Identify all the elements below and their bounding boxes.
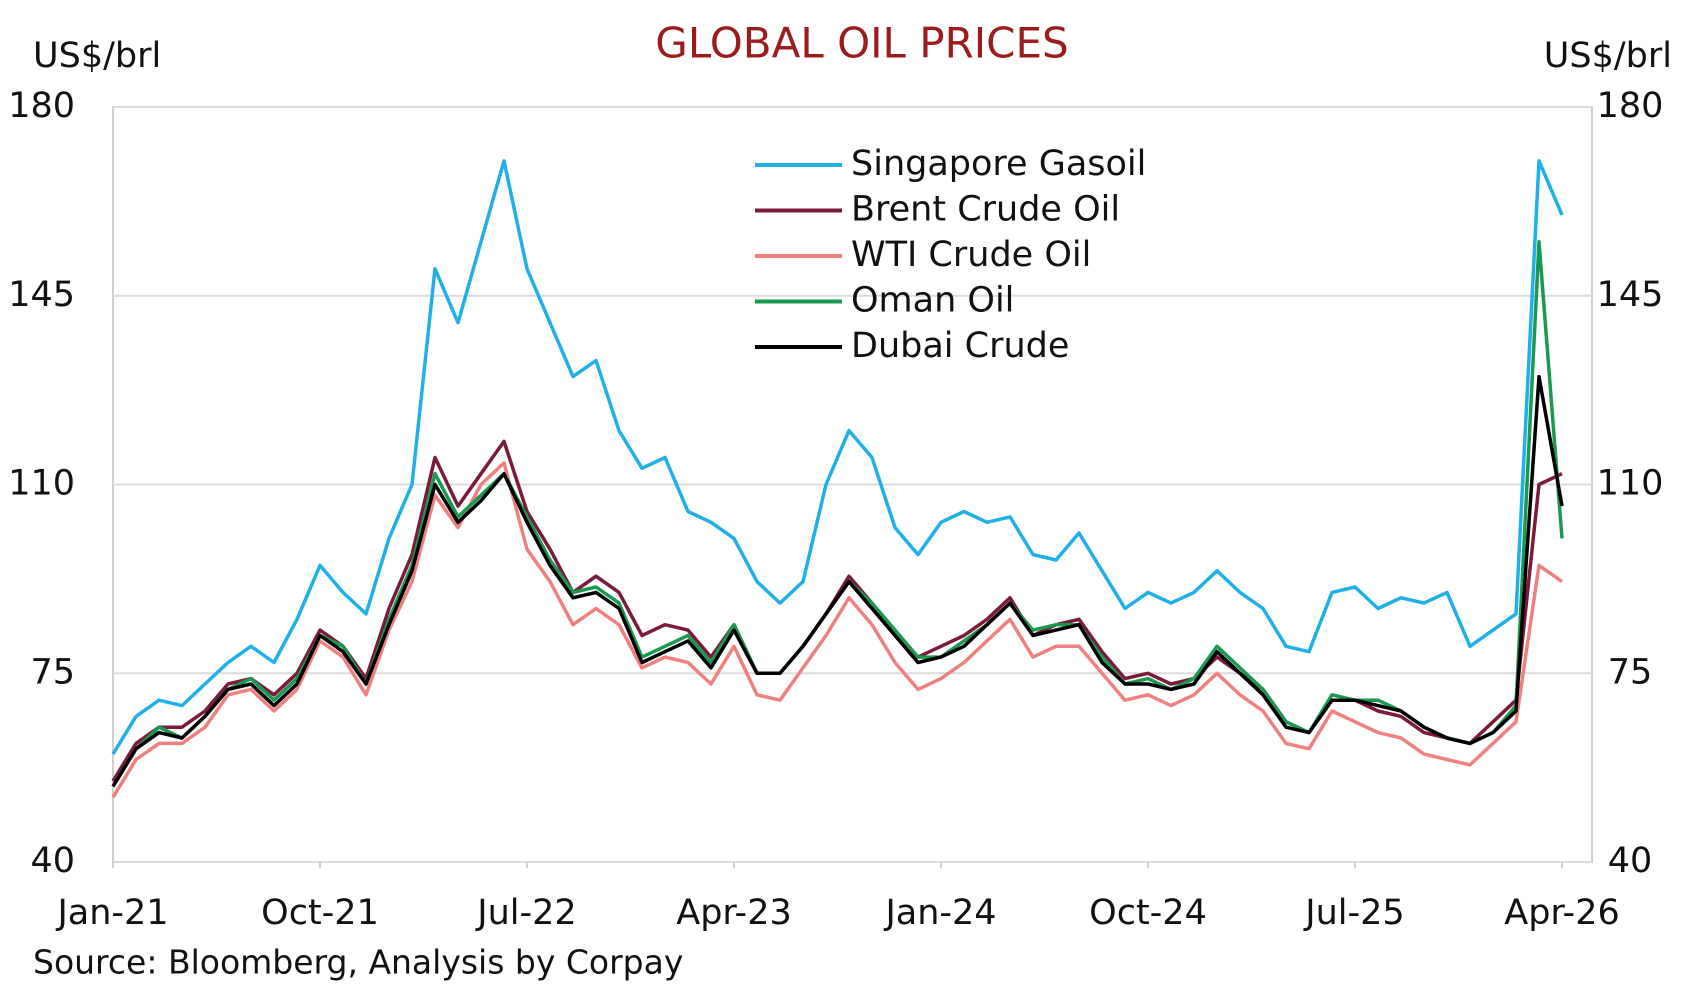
- y2-tick-label: 145: [1597, 275, 1664, 315]
- series-line: [111, 240, 1564, 788]
- y-tick-label: 145: [8, 275, 75, 315]
- legend-label: WTI Crude Oil: [851, 235, 1091, 275]
- x-tick-label: Oct-21: [261, 893, 379, 933]
- series-line: [111, 461, 1564, 799]
- y2-tick-label: 75: [1608, 652, 1653, 692]
- y2-tick-label: 40: [1608, 841, 1653, 881]
- y-tick-label: 75: [30, 652, 75, 692]
- y-tick-label: 180: [8, 86, 75, 126]
- x-tick-label: Oct-24: [1089, 893, 1207, 933]
- y2-tick-label: 110: [1597, 464, 1664, 504]
- series-line: [111, 439, 1563, 783]
- x-tick-label: Jul-22: [475, 893, 576, 933]
- legend-label: Dubai Crude: [851, 326, 1069, 366]
- y2-tick-label: 180: [1597, 86, 1664, 126]
- source-note: Source: Bloomberg, Analysis by Corpay: [33, 943, 683, 982]
- series-line: [111, 159, 1564, 756]
- y2-axis-label: US$/brl: [1544, 36, 1672, 76]
- y-axis-label: US$/brl: [33, 36, 161, 76]
- y-tick-label: 110: [8, 464, 75, 504]
- legend-label: Oman Oil: [851, 281, 1014, 321]
- x-tick-label: Apr-26: [1504, 893, 1619, 933]
- x-tick-label: Jan-21: [55, 893, 168, 933]
- series-line: [111, 374, 1564, 788]
- x-tick-label: Apr-23: [676, 893, 791, 933]
- legend-label: Singapore Gasoil: [851, 144, 1146, 184]
- chart-title: GLOBAL OIL PRICES: [655, 19, 1068, 68]
- legend-label: Brent Crude Oil: [851, 190, 1120, 230]
- y-tick-label: 40: [30, 841, 75, 881]
- x-tick-label: Jul-25: [1303, 893, 1404, 933]
- x-tick-label: Jan-24: [883, 893, 996, 933]
